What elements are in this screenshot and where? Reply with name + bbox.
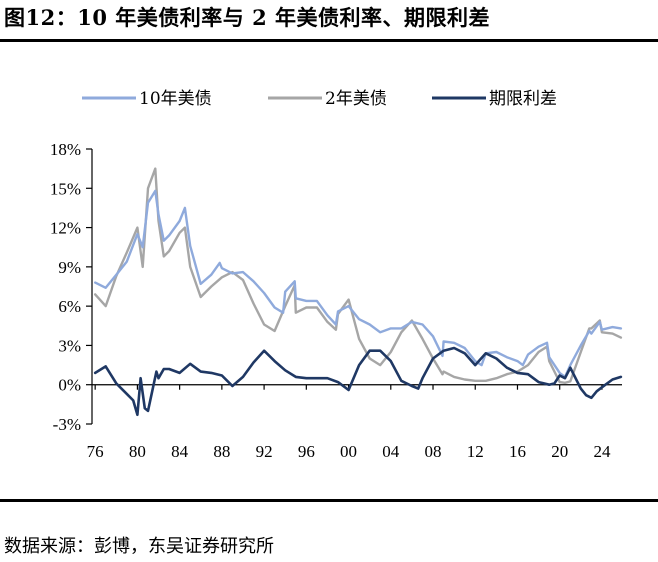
series-line-spread <box>93 346 623 417</box>
legend-label: 10年美债 <box>139 89 212 109</box>
x-tick-label: 24 <box>593 442 611 461</box>
axes: -3% 0% 3% 6% 9% 12% 15% 18% 76 80 84 88 92 96 00 04 08 12… <box>50 140 622 461</box>
y-tick-label: 3% <box>58 336 81 355</box>
y-tick-label: 15% <box>50 179 81 198</box>
figure-title: 图12：10 年美债利率与 2 年美债利率、期限利差 <box>4 5 490 30</box>
x-tick-label: 04 <box>382 442 400 461</box>
y-tick-label: 18% <box>50 140 81 159</box>
x-tick-label: 12 <box>467 442 484 461</box>
y-tick-label: 0% <box>58 376 81 395</box>
x-tick-label: 76 <box>87 442 104 461</box>
legend: 10年美债 2年美债 期限利差 <box>82 89 557 109</box>
series-line-10y <box>94 189 623 379</box>
series-lines <box>93 167 623 417</box>
x-tick-label: 88 <box>213 442 230 461</box>
series-line-2y <box>94 167 623 384</box>
legend-label: 期限利差 <box>489 89 557 109</box>
chart: 10年美债 2年美债 期限利差 -3% 0% 3% 6% 9% 12% 15% 18% 76 80 84… <box>50 89 623 461</box>
x-tick-label: 96 <box>298 442 315 461</box>
x-tick-label: 80 <box>129 442 146 461</box>
y-tick-label: 12% <box>50 219 81 238</box>
data-source: 数据来源：彭博，东吴证券研究所 <box>4 536 274 557</box>
bottom-rule <box>0 499 658 502</box>
y-tick-label: 9% <box>58 258 81 277</box>
x-tick-label: 92 <box>256 442 273 461</box>
legend-label: 2年美债 <box>325 89 387 109</box>
x-tick-label: 08 <box>425 442 442 461</box>
x-tick-label: 00 <box>340 442 357 461</box>
y-tick-label: -3% <box>53 415 81 434</box>
x-tick-label: 16 <box>509 442 526 461</box>
y-tick-label: 6% <box>58 297 81 316</box>
x-tick-label: 20 <box>551 442 568 461</box>
top-rule <box>0 39 658 42</box>
x-tick-label: 84 <box>171 442 189 461</box>
